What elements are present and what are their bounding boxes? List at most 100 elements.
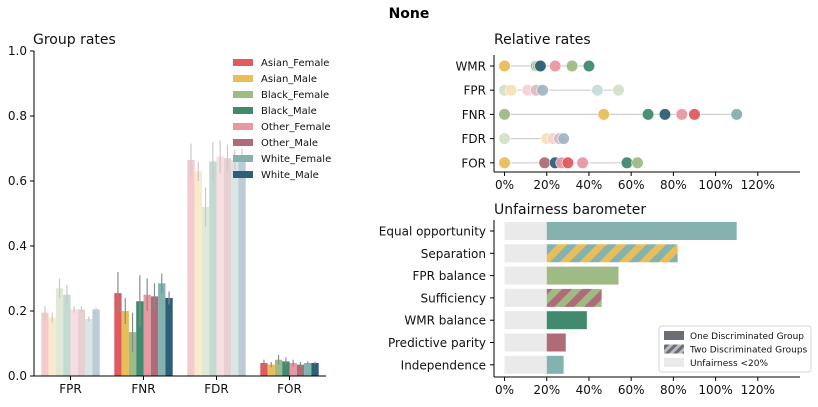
y-tick-label: 0.0 (8, 369, 27, 383)
legend-swatch-white-female (233, 155, 253, 162)
y-tick-label-fnr: FNR (462, 108, 486, 122)
bar-fpr-white-male (92, 309, 100, 376)
point-fnr-other-female (675, 108, 688, 121)
group-rates-bars (41, 140, 319, 376)
bar-for-black-male (282, 361, 290, 376)
point-wmr-black-male (582, 59, 596, 73)
threshold-bar-wmr-balance (504, 311, 547, 330)
legend-swatch-unfairness-20 (664, 358, 684, 367)
legend-swatch-asian-female (233, 59, 253, 66)
legend-label-other-male: Other_Male (261, 138, 318, 149)
legend-swatch-black-male (233, 107, 253, 114)
legend-swatch-other-male (233, 139, 253, 146)
y-tick-label-fdr: FDR (462, 132, 486, 146)
threshold-bar-separation (504, 244, 547, 263)
barometer-bar-equal-opportunity (546, 222, 737, 240)
barometer-axes: Equal opportunity Separation FPR balance Su… (379, 220, 800, 397)
bar-fnr-asian-male (121, 311, 129, 376)
point-fdr-black-female (498, 132, 511, 145)
threshold-bar-fpr-balance (504, 266, 547, 285)
bar-fdr-other-female (216, 156, 224, 376)
bar-for-asian-male (267, 364, 275, 376)
x-tick-label: 120% (741, 178, 775, 192)
legend-label-asian-female: Asian_Female (261, 58, 329, 69)
barometer-bar-wmr-balance (546, 311, 587, 330)
y-tick-label-wmr: WMR (455, 60, 486, 74)
x-tick-label-fpr: FPR (59, 382, 81, 396)
point-for-asian-male (498, 156, 511, 169)
y-tick-label-sufficiency: Sufficiency (421, 291, 486, 305)
bar-fdr-white-female (231, 159, 239, 376)
x-tick-label: 80% (660, 178, 687, 192)
bar-fdr-asian-female (187, 159, 195, 376)
group-rates-title: Group rates (33, 32, 116, 48)
x-tick-label: 60% (618, 383, 645, 397)
legend-label-other-female: Other_Female (261, 122, 331, 133)
point-wmr-asian-male (498, 59, 511, 73)
relative-rates-axes: WMR FPR FNR FDR FOR 0% 20% 40% 60% 80% 100% 120% (455, 55, 800, 192)
legend-frame (658, 325, 812, 373)
y-tick-label-for: FOR (461, 156, 486, 170)
y-tick-label: 0.8 (8, 109, 27, 123)
bar-for-black-female (274, 359, 283, 376)
point-for-asian-female (561, 156, 574, 169)
barometer-bar-sufficiency (546, 288, 602, 307)
legend-label-white-female: White_Female (261, 154, 331, 165)
y-tick-label-independence: Independence (401, 358, 486, 372)
y-tick-label-separation: Separation (421, 247, 486, 261)
bar-fpr-other-female (70, 309, 78, 376)
y-tick-label-fpr: FPR (464, 84, 486, 98)
legend-swatch-white-male (233, 171, 253, 178)
x-tick-label: 100% (698, 178, 732, 192)
relative-rates-points (498, 59, 743, 169)
bar-fdr-black-male (209, 161, 217, 376)
x-tick-label: 20% (533, 383, 560, 397)
legend-label-one-discriminated-group: One Discriminated Group (690, 332, 804, 342)
y-tick-label: 0.4 (8, 239, 27, 253)
bar-fnr-white-female (158, 283, 166, 376)
point-for-black-male (620, 156, 634, 169)
unfairness-barometer-title: Unfairness barometer (494, 202, 646, 218)
legend-label-asian-male: Asian_Male (261, 74, 317, 85)
relative-rates-title: Relative rates (494, 32, 591, 48)
point-wmr-white-male (534, 59, 547, 73)
legend-label-black-female: Black_Female (261, 90, 329, 101)
bar-fpr-other-male (77, 309, 86, 376)
legend-swatch-black-female (233, 91, 253, 98)
bar-for-other-female (289, 363, 297, 376)
threshold-bar-independence (504, 355, 547, 374)
group-rates-axes: FPR FNR FDR FOR 0.0 0.2 0.4 0.6 0.8 1.0 (8, 44, 326, 396)
legend-label-black-male: Black_Male (261, 106, 317, 117)
group-rates-legend: Asian_Female Asian_Male Black_Female Black_… (233, 58, 331, 181)
point-fpr-white-male (536, 84, 549, 97)
point-fnr-asian-female (688, 108, 701, 121)
point-fnr-asian-male (597, 108, 610, 121)
x-tick-label-for: FOR (277, 382, 302, 396)
bar-fpr-asian-male (48, 317, 56, 376)
point-fpr-white-female (591, 84, 604, 97)
legend-label-unfairness-20: Unfairness <20% (690, 359, 768, 369)
legend-label-two-discriminated-groups: Two Discriminated Groups (689, 346, 808, 356)
point-for-other-male (538, 156, 551, 169)
bar-for-asian-female (260, 363, 268, 376)
point-fdr-white-male (557, 132, 570, 145)
x-tick-label-fnr: FNR (131, 382, 155, 396)
bar-fdr-other-male (223, 158, 232, 376)
bar-for-white-female (304, 363, 312, 376)
point-wmr-other-female (549, 59, 562, 73)
threshold-bar-predictive-parity (504, 333, 547, 352)
bar-for-other-male (296, 364, 305, 376)
barometer-bar-independence (546, 355, 564, 374)
bar-fdr-asian-male (194, 171, 202, 376)
group-rates-chart: Group rates FPR FNR FDR FOR 0.0 0.2 0.4 0.6 0.8 1… (8, 32, 331, 396)
unfairness-barometer-chart: Unfairness barometer Equal opportunity Se… (379, 202, 812, 397)
x-tick-label: 20% (533, 178, 560, 192)
barometer-bars (504, 222, 737, 374)
barometer-bar-fpr-balance (546, 266, 619, 285)
barometer-bar-separation (546, 244, 678, 263)
point-fpr-black-female (612, 84, 625, 97)
x-tick-label: 100% (698, 383, 732, 397)
y-tick-label-fpr-balance: FPR balance (412, 269, 486, 283)
y-tick-label: 1.0 (8, 44, 27, 58)
